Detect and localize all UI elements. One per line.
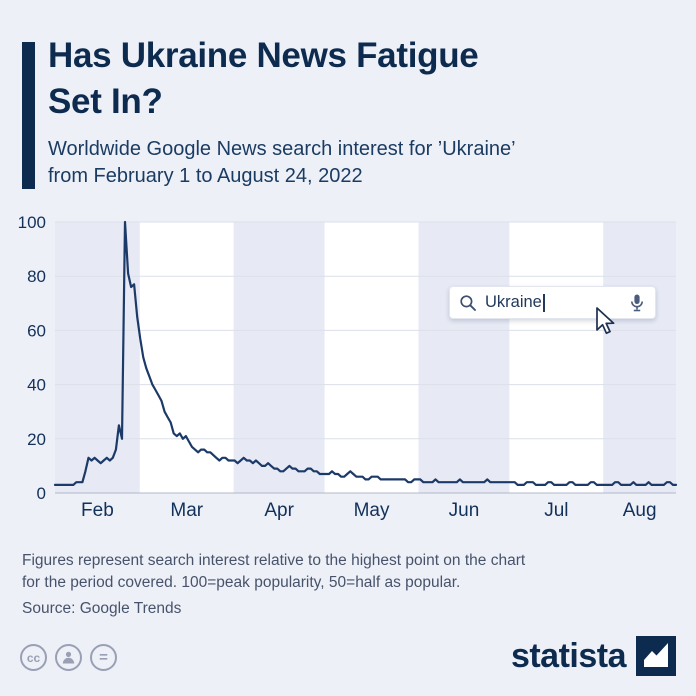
line-chart: Feb Mar Apr May Jun Jul Aug 0 20 40 60 80 100 bbox=[18, 213, 678, 521]
title-line-2: Set In? bbox=[48, 81, 163, 121]
month-band bbox=[324, 222, 419, 493]
statista-wordmark: statista bbox=[510, 636, 627, 675]
x-tick-label: Mar bbox=[170, 500, 203, 521]
subtitle-line-2: from February 1 to August 24, 2022 bbox=[48, 165, 363, 187]
search-input[interactable]: Ukraine bbox=[449, 286, 656, 319]
cc-license-icon: cc bbox=[20, 644, 47, 671]
y-tick-label: 60 bbox=[27, 321, 46, 340]
equals-license-icon: = bbox=[90, 644, 117, 671]
x-tick-label: May bbox=[354, 500, 390, 521]
footnote: Figures represent search interest relati… bbox=[22, 550, 622, 594]
month-band bbox=[139, 222, 234, 493]
month-band bbox=[418, 222, 510, 493]
license-badges: cc = bbox=[20, 644, 117, 671]
trend-line bbox=[53, 220, 678, 486]
x-tick-label: Jun bbox=[449, 500, 480, 521]
x-tick-label: Aug bbox=[623, 500, 657, 521]
x-tick-label: Jul bbox=[544, 500, 568, 521]
statista-mark-icon bbox=[636, 636, 676, 676]
y-tick-label: 0 bbox=[37, 484, 46, 503]
page-title: Has Ukraine News Fatigue Set In? bbox=[48, 33, 668, 124]
source-text: Source: Google Trends bbox=[22, 600, 182, 617]
y-tick-label: 100 bbox=[18, 213, 46, 232]
search-query-text: Ukraine bbox=[485, 293, 542, 311]
y-tick-label: 80 bbox=[27, 267, 46, 286]
y-tick-label: 20 bbox=[27, 430, 46, 449]
microphone-icon[interactable] bbox=[628, 293, 646, 313]
footnote-line-1: Figures represent search interest relati… bbox=[22, 552, 526, 569]
month-band bbox=[233, 222, 325, 493]
statista-logo: statista bbox=[511, 636, 676, 676]
x-tick-label: Feb bbox=[81, 500, 114, 521]
page-subtitle: Worldwide Google News search interest fo… bbox=[48, 136, 668, 190]
y-tick-label: 40 bbox=[27, 376, 46, 395]
month-band bbox=[509, 222, 604, 493]
x-tick-label: Apr bbox=[264, 500, 294, 521]
month-band bbox=[603, 222, 676, 493]
footnote-line-2: for the period covered. 100=peak popular… bbox=[22, 574, 461, 591]
text-caret bbox=[542, 293, 545, 312]
subtitle-line-1: Worldwide Google News search interest fo… bbox=[48, 138, 516, 160]
title-accent-bar bbox=[22, 42, 35, 189]
month-band bbox=[55, 222, 140, 493]
title-line-1: Has Ukraine News Fatigue bbox=[48, 36, 479, 75]
mouse-cursor-icon bbox=[596, 307, 615, 335]
attribution-person-icon bbox=[55, 644, 82, 671]
search-icon bbox=[460, 294, 476, 311]
